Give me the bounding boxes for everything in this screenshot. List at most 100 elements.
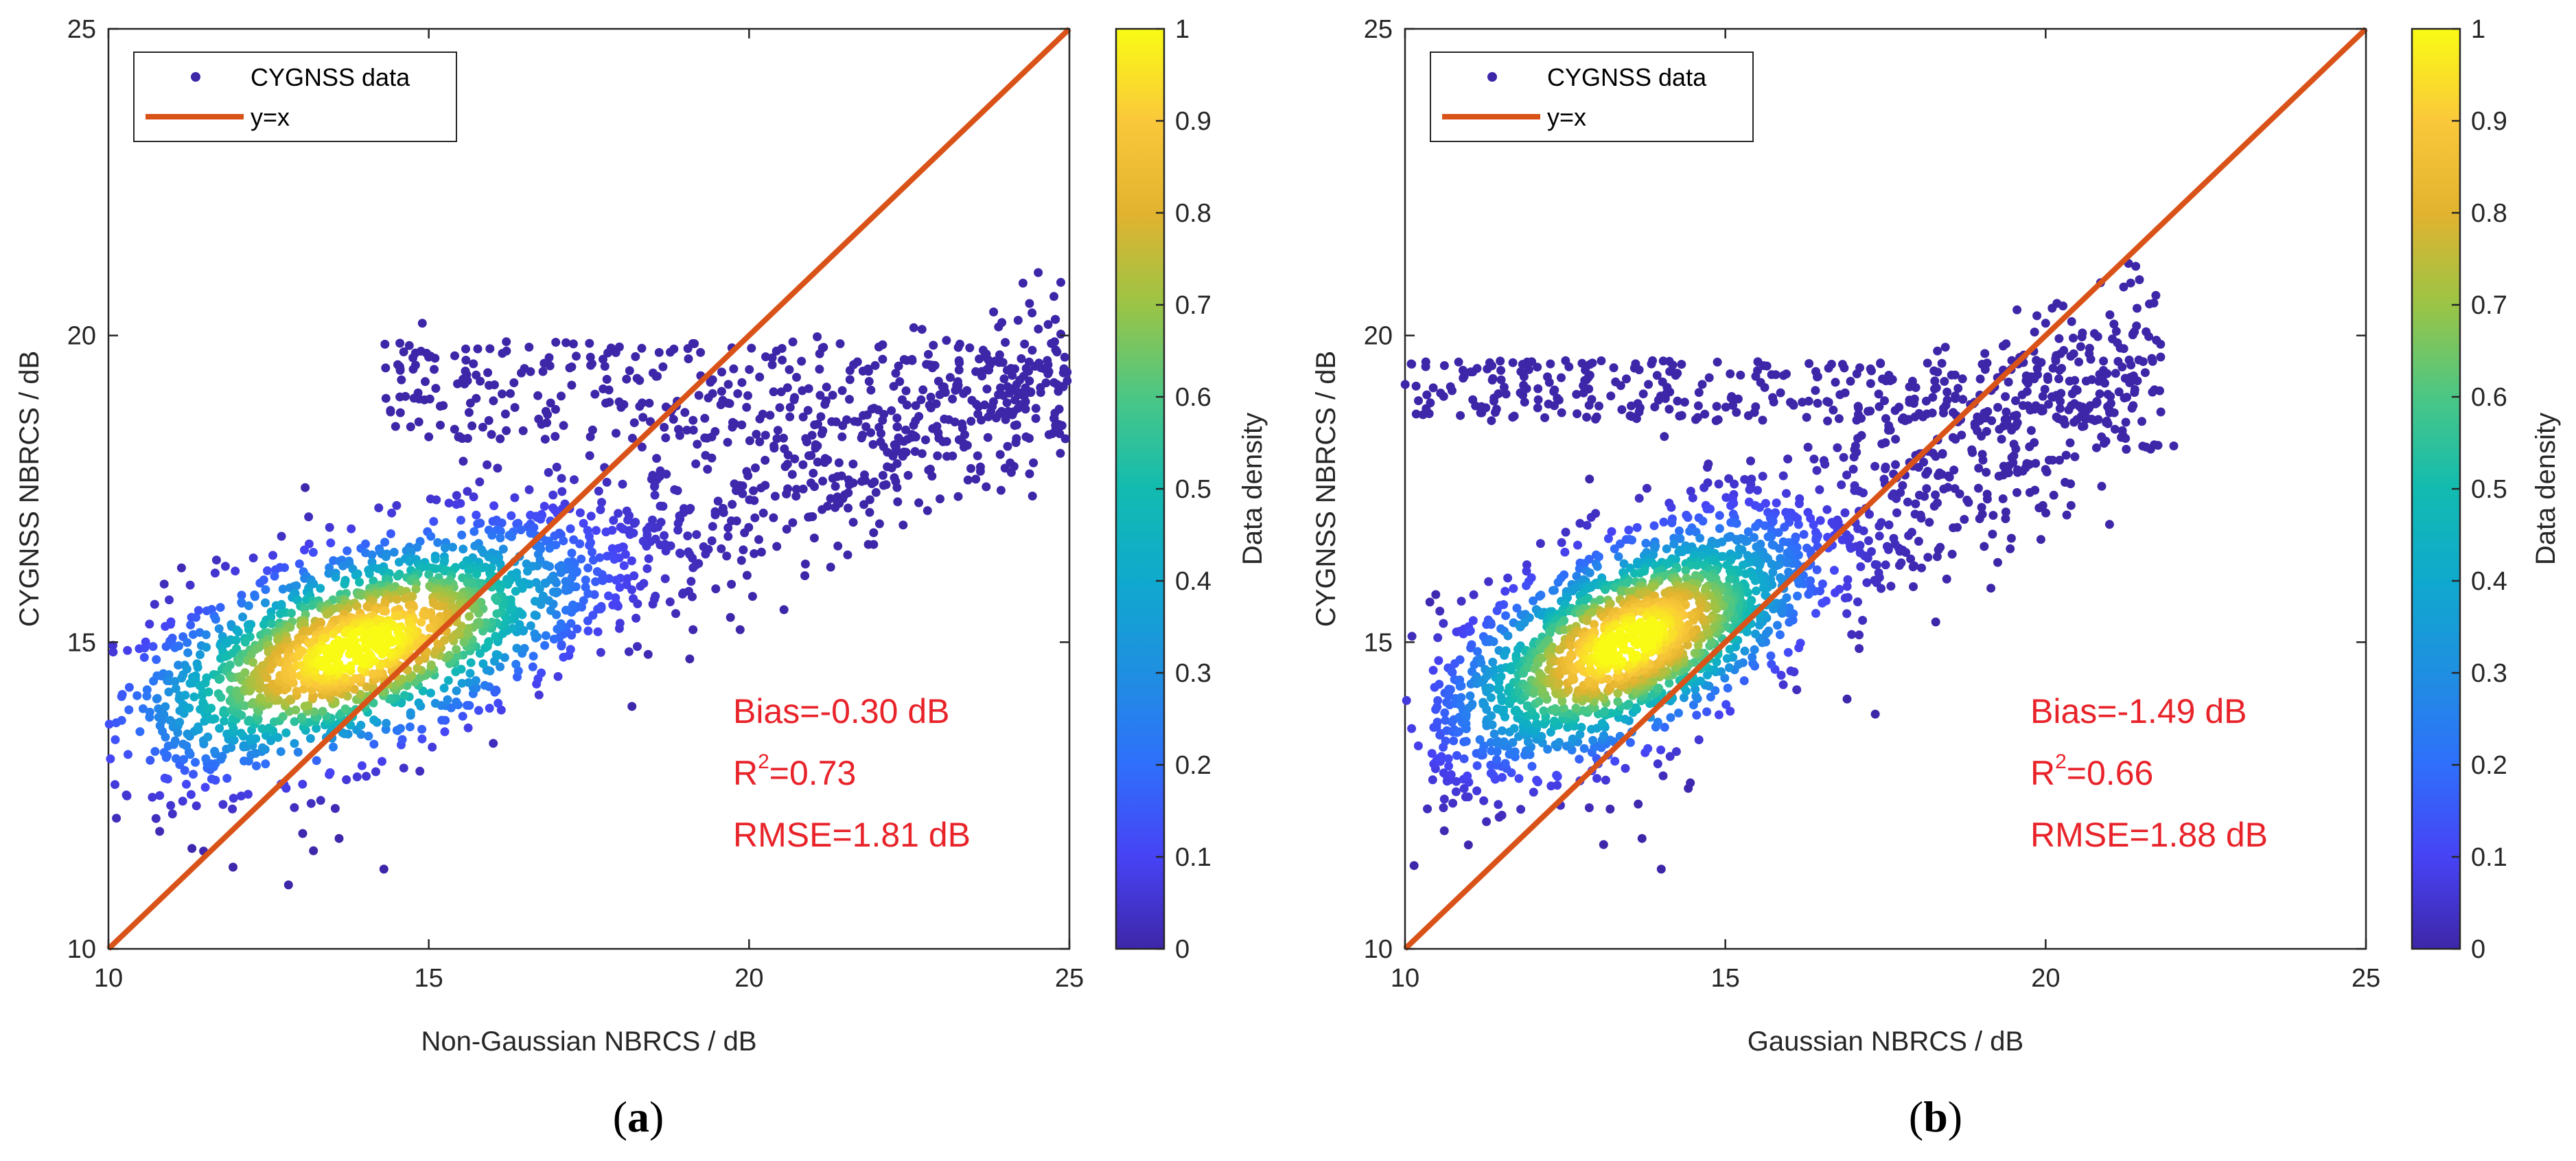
x-tick-label: 20 [734,964,763,993]
scatter-point [1414,396,1423,406]
scatter-point [608,600,618,610]
scatter-point [2148,387,2157,397]
scatter-point [1579,388,1588,398]
scatter-point [903,470,913,480]
scatter-point [756,547,766,557]
scatter-point [1840,363,1849,373]
legend-label-line: y=x [251,103,290,131]
scatter-point [597,498,606,507]
scatter-point [728,500,737,509]
scatter-point [374,503,384,513]
scatter-point [1492,606,1502,615]
colorbar-tick-label: 0.7 [1175,291,1211,320]
scatter-point [111,735,120,744]
scatter-point [977,371,987,381]
scatter-point [1683,513,1693,522]
scatter-point [719,508,728,518]
scatter-point [1475,735,1485,744]
scatter-point [2133,303,2142,313]
scatter-point [1413,741,1423,750]
scatter-point [108,647,118,657]
scatter-point [1831,378,1840,387]
scatter-point [155,791,165,801]
scatter-point [703,465,712,474]
scatter-point [828,391,837,400]
scatter-point [1891,460,1900,470]
scatter-point [166,801,176,810]
scatter-point [1671,371,1680,380]
scatter-point [1439,361,1449,370]
scatter-point [194,722,203,732]
scatter-point [538,367,548,376]
scatter-point [2018,401,2028,411]
scatter-point [1539,706,1548,715]
scatter-point [586,360,596,370]
scatter-point [428,742,437,752]
scatter-point [1029,458,1038,468]
scatter-point [609,516,618,525]
scatter-point [711,584,721,594]
scatter-point [861,422,871,431]
scatter-point [1849,452,1859,462]
scatter-point [973,409,983,419]
scatter-point [300,545,309,555]
scatter-point [1500,759,1510,768]
scatter-point [200,783,210,792]
scatter-point [1021,432,1031,441]
scatter-point [496,584,505,594]
scatter-point [1852,369,1861,378]
scatter-point [1457,693,1466,702]
scatter-point [963,475,973,485]
scatter-point [1523,701,1533,711]
scatter-point [1592,562,1602,571]
colorbar-tick-label: 1 [1175,15,1190,44]
scatter-point [1829,520,1839,529]
scatter-point [146,755,155,765]
scatter-point [2069,333,2078,343]
colorbar-tick-label: 0.8 [1175,199,1211,228]
scatter-point [1794,499,1804,509]
scatter-point [290,717,299,726]
scatter-point [1586,513,1596,522]
scatter-point [1599,731,1609,740]
scatter-point [1925,518,1934,527]
scatter-point [1601,585,1610,595]
scatter-point [1428,775,1437,785]
scatter-point [1049,292,1058,301]
scatter-point [2111,327,2121,336]
scatter-point [544,468,553,477]
scatter-point [453,379,462,389]
scatter-point [187,844,197,853]
scatter-point [996,383,1006,393]
scatter-point [791,485,801,494]
scatter-point [1862,578,1872,588]
scatter-point [675,430,684,440]
scatter-point [995,450,1005,459]
scatter-point [2013,468,2022,477]
scatter-point [693,439,702,449]
scatter-point [1496,356,1505,366]
scatter-point [1884,520,1894,529]
scatter-point [1785,617,1794,627]
scatter-point [631,352,640,361]
scatter-point [2065,376,2074,386]
scatter-point [1050,314,1060,324]
scatter-point [878,415,887,425]
scatter-point [785,365,794,374]
scatter-point [726,612,735,622]
scatter-point [406,422,415,432]
scatter-point [1824,398,1833,407]
scatter-point [727,579,736,589]
scatter-point [914,498,924,507]
scatter-point [395,338,405,348]
scatter-point [602,375,612,384]
scatter-point [1975,514,1984,523]
scatter-point [585,451,594,461]
scatter-point [2135,275,2144,284]
scatter-point [1446,685,1455,694]
scatter-point [392,595,402,604]
scatter-point [848,518,858,527]
scatter-point [650,482,659,492]
scatter-point [349,685,359,694]
scatter-point [971,474,981,484]
